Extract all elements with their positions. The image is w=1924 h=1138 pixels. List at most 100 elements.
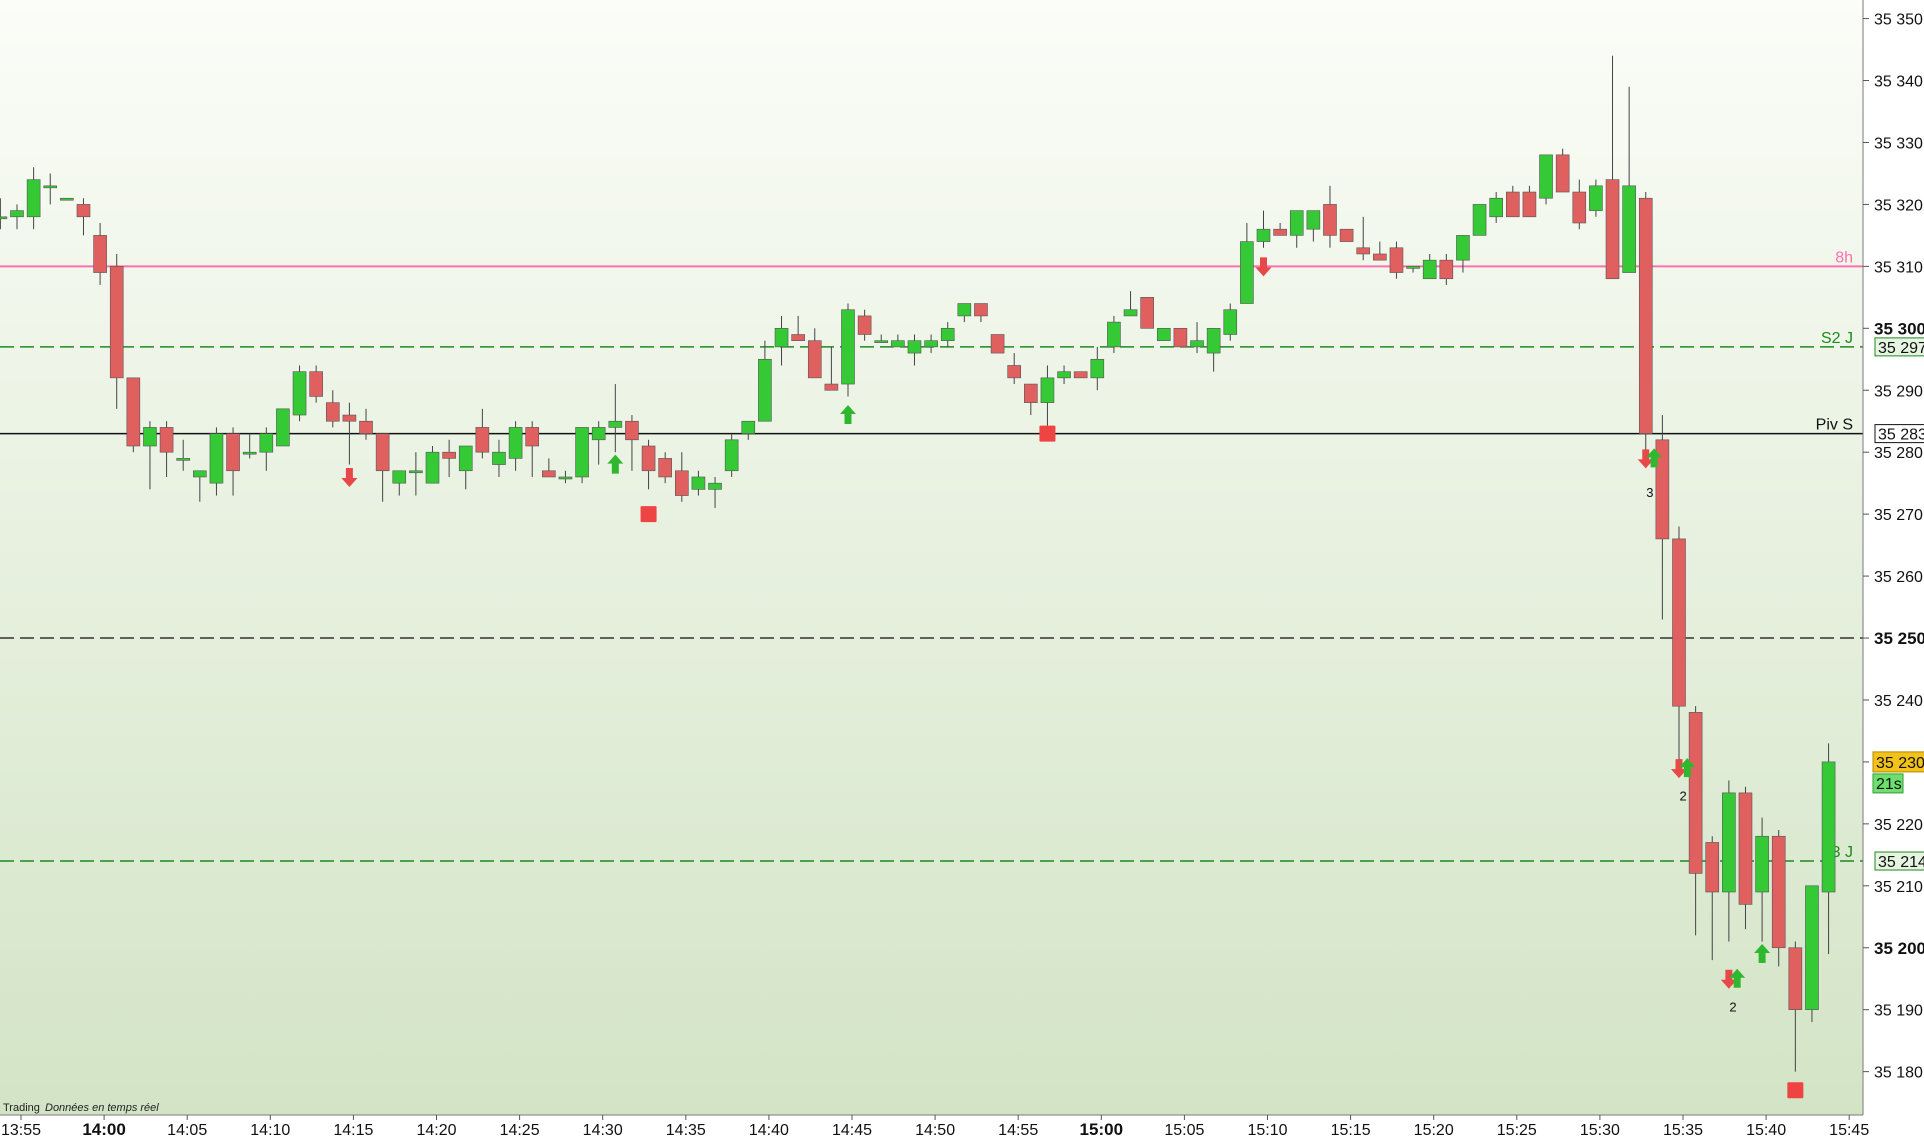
x-tick-label: 14:20 <box>416 1122 456 1138</box>
exit-square-marker <box>1039 425 1056 442</box>
candle-body <box>392 470 407 484</box>
level-label-s2-j: S2 J <box>1821 330 1853 347</box>
candle-body <box>1821 761 1836 893</box>
candle-body <box>625 420 639 441</box>
candle-body <box>1589 185 1603 211</box>
plot-background <box>0 0 1863 1115</box>
candle-body <box>1024 383 1038 403</box>
candle-body <box>1755 835 1769 893</box>
buy-arrow-icon <box>607 454 624 474</box>
candle-body <box>60 197 74 201</box>
candle-body <box>1688 712 1703 874</box>
x-tick-label: 15:35 <box>1663 1122 1703 1138</box>
exit-square-marker <box>640 506 657 523</box>
x-tick-label: 15:25 <box>1497 1122 1537 1138</box>
candle-body <box>558 476 573 480</box>
candle-body <box>807 340 822 379</box>
candle-body <box>957 303 972 317</box>
candle-body <box>542 470 556 478</box>
y-tick-label: 35 340 <box>1874 74 1923 91</box>
candle-body <box>425 451 440 484</box>
candle-body <box>1323 204 1337 236</box>
y-tick-label: 35 250 <box>1874 629 1924 648</box>
signal-count-label: 3 <box>1646 485 1653 500</box>
candle-body <box>1273 228 1287 236</box>
time-axis[interactable]: 13:55 14:00 14:05 14:10 14:15 14:20 14:25 14:30… <box>1 1115 1869 1138</box>
candle-body <box>1073 371 1088 379</box>
candle-body <box>342 414 357 422</box>
x-tick-label: 14:35 <box>666 1122 706 1138</box>
candle-body <box>1156 328 1171 341</box>
level-tag-box <box>1874 337 1924 357</box>
candle-timer-text: 21s <box>1876 776 1902 793</box>
x-tick-label: 15:45 <box>1829 1122 1869 1138</box>
candle-body <box>1638 197 1653 434</box>
candle-body <box>824 383 839 391</box>
candle-body <box>674 470 689 496</box>
buy-arrow-icon <box>840 405 856 425</box>
level-label-piv-s: Piv S <box>1816 417 1853 434</box>
signal-count-label: 2 <box>1729 999 1736 1014</box>
candle-body <box>1738 792 1753 905</box>
candle-body <box>259 433 274 453</box>
candle-body <box>1506 191 1520 218</box>
candle-body <box>1522 191 1537 218</box>
x-tick-label: 14:15 <box>333 1122 373 1138</box>
candle-body <box>1007 365 1022 379</box>
candle-body <box>242 451 257 455</box>
candle-body <box>309 371 323 397</box>
candle-body <box>1140 297 1154 329</box>
candle-body <box>974 303 988 317</box>
candle-body <box>442 451 456 459</box>
sell-arrow-icon <box>1637 449 1654 469</box>
sell-arrow-icon <box>1255 257 1272 277</box>
candle-body <box>658 458 672 478</box>
candle-body <box>93 235 107 273</box>
candle-body <box>1173 328 1188 348</box>
candle-body <box>691 476 706 490</box>
candle-body <box>1373 253 1387 261</box>
x-tick-label: 15:10 <box>1247 1122 1287 1138</box>
x-tick-label: 13:55 <box>1 1122 41 1138</box>
candles-layer <box>0 55 1836 1072</box>
candle-body <box>990 334 1005 354</box>
candle-body <box>1439 259 1454 280</box>
candle-body <box>774 328 789 348</box>
candle-body <box>1057 371 1071 379</box>
candle-body <box>841 309 855 385</box>
candle-body <box>359 420 373 434</box>
candle-body <box>1256 228 1271 242</box>
candle-body <box>758 358 772 422</box>
x-tick-label: 14:00 <box>82 1120 125 1138</box>
candle-body <box>1605 179 1620 280</box>
candle-body <box>492 451 506 465</box>
candle-body <box>458 445 473 472</box>
buy-arrow-icon <box>1729 968 1746 988</box>
candle-body <box>0 216 8 220</box>
x-tick-label: 14:40 <box>749 1122 789 1138</box>
x-tick-label: 14:30 <box>583 1122 623 1138</box>
candle-body <box>525 427 540 447</box>
candle-body <box>641 445 656 472</box>
x-tick-label: 14:50 <box>915 1122 955 1138</box>
buy-arrow-icon <box>1679 758 1696 778</box>
candle-body <box>924 340 938 348</box>
candle-body <box>791 334 805 341</box>
exit-square-marker <box>1787 1082 1804 1099</box>
level-label-8h: 8h <box>1835 249 1853 266</box>
candle-body <box>874 340 889 343</box>
candle-body <box>1705 842 1720 893</box>
candle-body <box>159 427 174 453</box>
candle-body <box>508 427 523 459</box>
level-tag-box <box>1874 424 1924 444</box>
level-tag-text: 35 283 <box>1878 427 1924 444</box>
candle-body <box>43 185 58 189</box>
markers-layer: 3 2 2 <box>341 257 1804 1099</box>
candle-body <box>1456 235 1470 261</box>
candle-body <box>1406 266 1420 269</box>
candle-body <box>176 458 190 461</box>
candle-body <box>1123 309 1138 317</box>
